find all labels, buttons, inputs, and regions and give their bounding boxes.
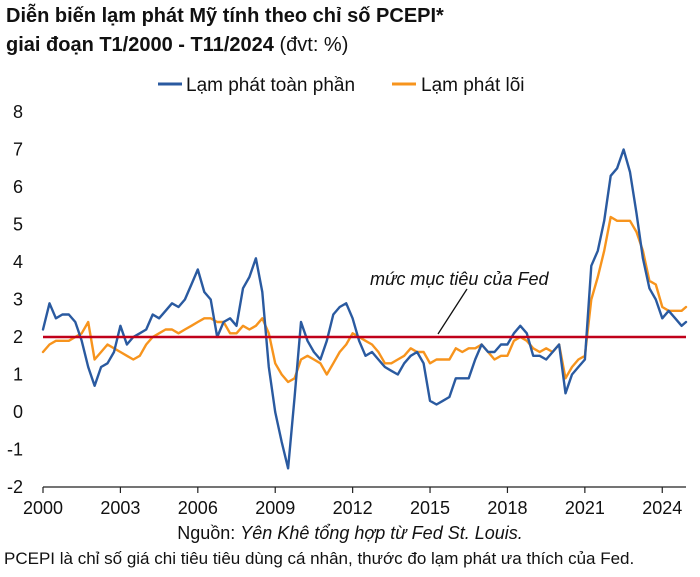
y-tick-label: -1 [7,440,23,460]
series-lines [41,148,688,470]
legend-label-core: Lạm phát lõi [421,75,525,96]
series-line-core [41,215,688,384]
x-tick-label: 2015 [410,498,450,518]
chart-plot: Lạm phát toàn phần Lạm phát lõi -2 -1 0 1 2 3 4… [7,75,688,518]
y-tick-label: 6 [13,177,23,197]
x-tick-label: 2018 [487,498,527,518]
y-tick-label: 0 [13,402,23,422]
chart-title-period: giai đoạn T1/2000 - T11/2024 [6,34,274,56]
chart-legend: Lạm phát toàn phần Lạm phát lõi [158,75,525,96]
x-tick-label: 2021 [565,498,605,518]
source-prefix: Nguồn: [177,523,241,543]
y-tick-label: -2 [7,477,23,497]
x-tick-label: 2006 [178,498,218,518]
fed-target: mức mục tiêu của Fed [43,269,686,339]
y-tick-label: 8 [13,102,23,122]
y-tick-label: 5 [13,215,23,235]
chart-title-line1: Diễn biến lạm phát Mỹ tính theo chỉ số P… [6,4,444,28]
x-tick-label: 2009 [255,498,295,518]
y-tick-label: 7 [13,140,23,160]
chart-footnote: PCEPI là chỉ số giá chi tiêu tiêu dùng c… [4,549,635,568]
source-text: Yên Khê tổng hợp từ Fed St. Louis. [240,523,523,543]
target-callout-line [437,288,468,335]
y-tick-label: 3 [13,290,23,310]
series-line-headline [41,148,688,470]
x-tick-label: 2003 [100,498,140,518]
chart-title-line2: giai đoạn T1/2000 - T11/2024 (đvt: %) [6,33,348,57]
x-tick-label: 2024 [642,498,682,518]
x-tick-label: 2012 [333,498,373,518]
chart-title-main: Diễn biến lạm phát Mỹ tính theo chỉ số P… [6,5,444,27]
y-tick-label: 1 [13,365,23,385]
y-tick-label: 4 [13,252,23,272]
x-tick-label: 2000 [23,498,63,518]
legend-label-headline: Lạm phát toàn phần [186,75,355,96]
chart-source: Nguồn: Yên Khê tổng hợp từ Fed St. Louis… [0,523,700,544]
chart-title-unit: (đvt: %) [273,34,349,56]
y-axis: -2 -1 0 1 2 3 4 5 6 7 8 [7,102,23,497]
x-axis: 2000 2003 2006 2009 2012 2015 2018 2021 2024 [23,486,686,518]
y-tick-label: 2 [13,327,23,347]
target-label: mức mục tiêu của Fed [370,269,549,289]
